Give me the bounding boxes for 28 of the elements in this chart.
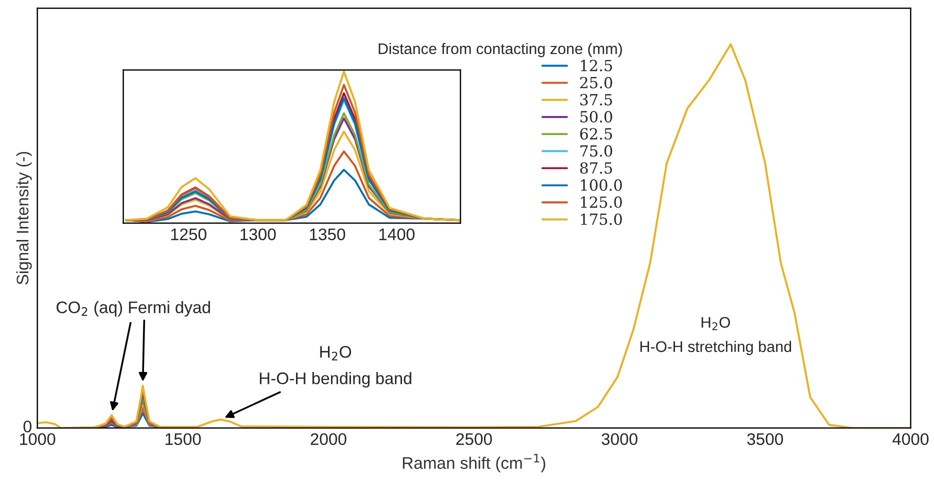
x-tick-label: 4000 (892, 433, 929, 446)
x-tick-label: 2500 (456, 433, 492, 446)
y-axis-title: Signal Intensity (-) (16, 152, 32, 284)
legend-label: 12.5 (581, 60, 612, 72)
legend-label: 75.0 (580, 145, 612, 157)
x-tick-label: 1250 (171, 228, 206, 240)
x-tick-label: 1000 (20, 433, 56, 446)
text: 0 (24, 420, 32, 432)
x-tick-label: 1500 (166, 433, 201, 446)
x-tick-label: 1300 (240, 228, 276, 240)
x-tick-label: 1350 (310, 228, 346, 240)
legend-label: 62.5 (580, 128, 612, 140)
legend-label: 37.5 (580, 94, 612, 106)
annotation: H$_{2}$O H-O-H stretching band (640, 317, 792, 356)
legend-label: 87.5 (580, 162, 612, 174)
legend-label: 125.0 (581, 196, 622, 208)
legend-label: 25.0 (580, 76, 612, 88)
legend-label: 100.0 (581, 179, 622, 191)
annotation: CO$_{2}$ (aq) Fermi dyad (56, 301, 210, 317)
x-axis-title: Raman shift (cm$^{−1}$) (402, 454, 546, 472)
legend-label: 175.0 (581, 213, 622, 226)
legend-title: Distance from contacting zone (mm) (378, 42, 622, 58)
x-tick-label: 1400 (379, 228, 415, 240)
x-tick-label: 3500 (747, 433, 783, 446)
legend-label: 50.0 (580, 110, 612, 123)
x-tick-label: 2000 (310, 433, 346, 446)
x-tick-label: 3000 (602, 433, 638, 446)
annotation: H$_{2}$O H-O-H bending band (260, 346, 412, 388)
